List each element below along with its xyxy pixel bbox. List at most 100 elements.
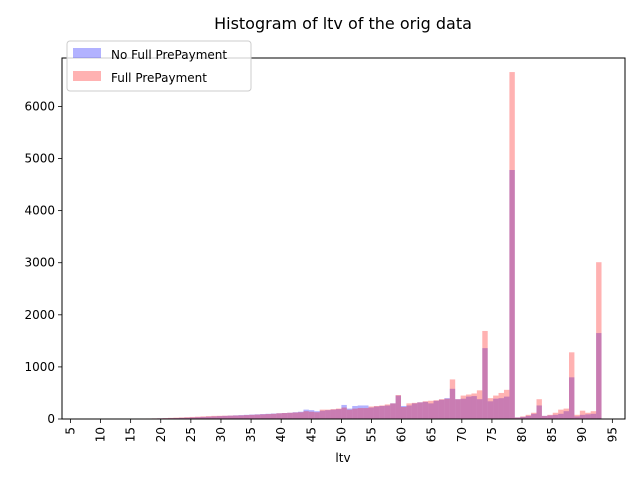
bar-series-0-bin-80 [503,396,510,419]
bar-series-0-bin-50 [341,404,347,419]
bar-series-1-bin-44 [308,411,315,419]
x-tick-label: 60 [395,427,409,442]
bar-series-1-bin-96 [590,411,597,419]
bar-series-0-bin-30 [233,415,239,419]
bar-series-1-bin-87 [541,415,548,419]
x-tick-label: 45 [304,427,318,442]
bar-series-0-bin-42 [298,411,304,419]
bar-series-0-bin-91 [563,411,569,419]
bar-series-1-bin-66 [428,400,434,419]
bar-series-1-bin-50 [341,407,347,419]
bars-layer [70,72,602,419]
bar-series-1-bin-71 [455,399,461,419]
bar-series-1-bin-76 [482,330,488,419]
bar-series-0-bin-28 [222,415,228,419]
bar-series-1-bin-83 [520,416,526,419]
bar-series-0-bin-77 [487,401,494,419]
bar-series-0-bin-45 [314,411,320,419]
bar-series-0-bin-36 [265,413,271,419]
bar-series-1-bin-42 [298,412,304,419]
bar-series-0-bin-74 [471,396,477,419]
bar-series-1-bin-39 [281,413,288,419]
bar-series-0-bin-55 [368,407,374,419]
bar-series-0-bin-67 [433,400,439,419]
y-tick-label: 6000 [24,99,55,113]
bar-series-0-bin-71 [455,399,461,419]
bar-series-0-bin-73 [466,396,472,419]
x-tick-label: 15 [124,427,138,442]
bar-series-1-bin-73 [466,394,472,419]
bar-series-0-bin-23 [195,417,201,419]
bar-series-0-bin-97 [596,333,602,419]
bar-series-0-bin-22 [189,417,196,419]
bar-series-0-bin-96 [590,413,597,419]
bar-series-0-bin-92 [569,377,575,419]
bar-series-0-bin-31 [238,415,244,419]
bar-series-0-bin-61 [401,405,407,419]
bar-series-1-bin-93 [574,414,580,419]
bar-series-0-bin-48 [330,409,336,419]
bar-series-1-bin-85 [531,412,537,419]
bar-series-1-bin-75 [476,390,483,419]
x-tick-label: 90 [575,427,589,442]
y-tick-label: 3000 [24,256,55,270]
bar-series-0-bin-76 [482,348,488,419]
bar-series-1-bin-78 [493,395,499,419]
bar-series-1-bin-41 [292,412,299,419]
x-tick-label: 50 [334,427,348,442]
bar-series-1-bin-26 [211,415,217,419]
x-tick-label: 20 [154,427,168,442]
bar-series-0-bin-87 [541,415,548,419]
bar-series-0-bin-83 [520,416,526,419]
bar-series-0-bin-29 [227,415,234,419]
bar-series-0-bin-41 [292,412,299,419]
x-tick-label: 5 [63,427,77,435]
bar-series-1-bin-68 [438,399,445,419]
bar-series-0-bin-44 [308,410,315,419]
bar-series-1-bin-77 [487,398,494,419]
bar-series-1-bin-81 [509,72,515,419]
bar-series-1-bin-43 [303,411,309,419]
bar-series-0-bin-57 [379,405,385,419]
bar-series-0-bin-93 [574,416,580,419]
bar-series-0-bin-54 [363,405,369,419]
bar-series-1-bin-62 [406,403,412,419]
bar-series-0-bin-68 [438,399,445,419]
bar-series-1-bin-45 [314,412,320,419]
bar-series-0-bin-52 [352,405,358,419]
bar-series-0-bin-82 [514,417,521,419]
bar-series-0-bin-37 [270,413,277,419]
bar-series-1-bin-27 [216,415,223,419]
bar-series-0-bin-60 [395,395,402,419]
x-tick-label: 95 [605,427,619,442]
bar-series-1-bin-92 [569,352,575,419]
x-tick-label: 70 [455,427,469,442]
bar-series-1-bin-69 [444,398,450,419]
bar-series-1-bin-89 [552,412,559,419]
y-tick-label: 1000 [24,360,55,374]
y-tick-label: 5000 [24,152,55,166]
x-tick-label: 85 [545,427,559,442]
bar-series-1-bin-82 [514,417,521,419]
x-axis: 5 10 15 20 25 30 35 40 45 50 55 60 65 70 75 80 85 90 95 [63,419,619,442]
bar-series-1-bin-95 [585,412,591,419]
bar-series-1-bin-31 [238,415,244,419]
bar-series-0-bin-79 [498,398,504,419]
bar-series-1-bin-24 [200,416,206,419]
bar-series-1-bin-22 [189,416,196,419]
bar-series-0-bin-35 [260,414,266,419]
bar-series-1-bin-40 [287,412,293,419]
bar-series-0-bin-53 [357,405,364,419]
bar-series-1-bin-18 [167,417,174,419]
bar-series-0-bin-78 [493,398,499,419]
bar-series-0-bin-88 [547,415,553,419]
bar-series-1-bin-53 [357,408,364,419]
legend-label-no-full-prepayment: No Full PrePayment [111,48,227,62]
bar-series-1-bin-33 [249,414,255,419]
bar-series-1-bin-56 [373,405,380,419]
bar-series-1-bin-59 [390,403,396,419]
bar-series-0-bin-26 [211,416,217,419]
bar-series-1-bin-52 [352,408,358,419]
bar-series-0-bin-66 [428,403,434,419]
